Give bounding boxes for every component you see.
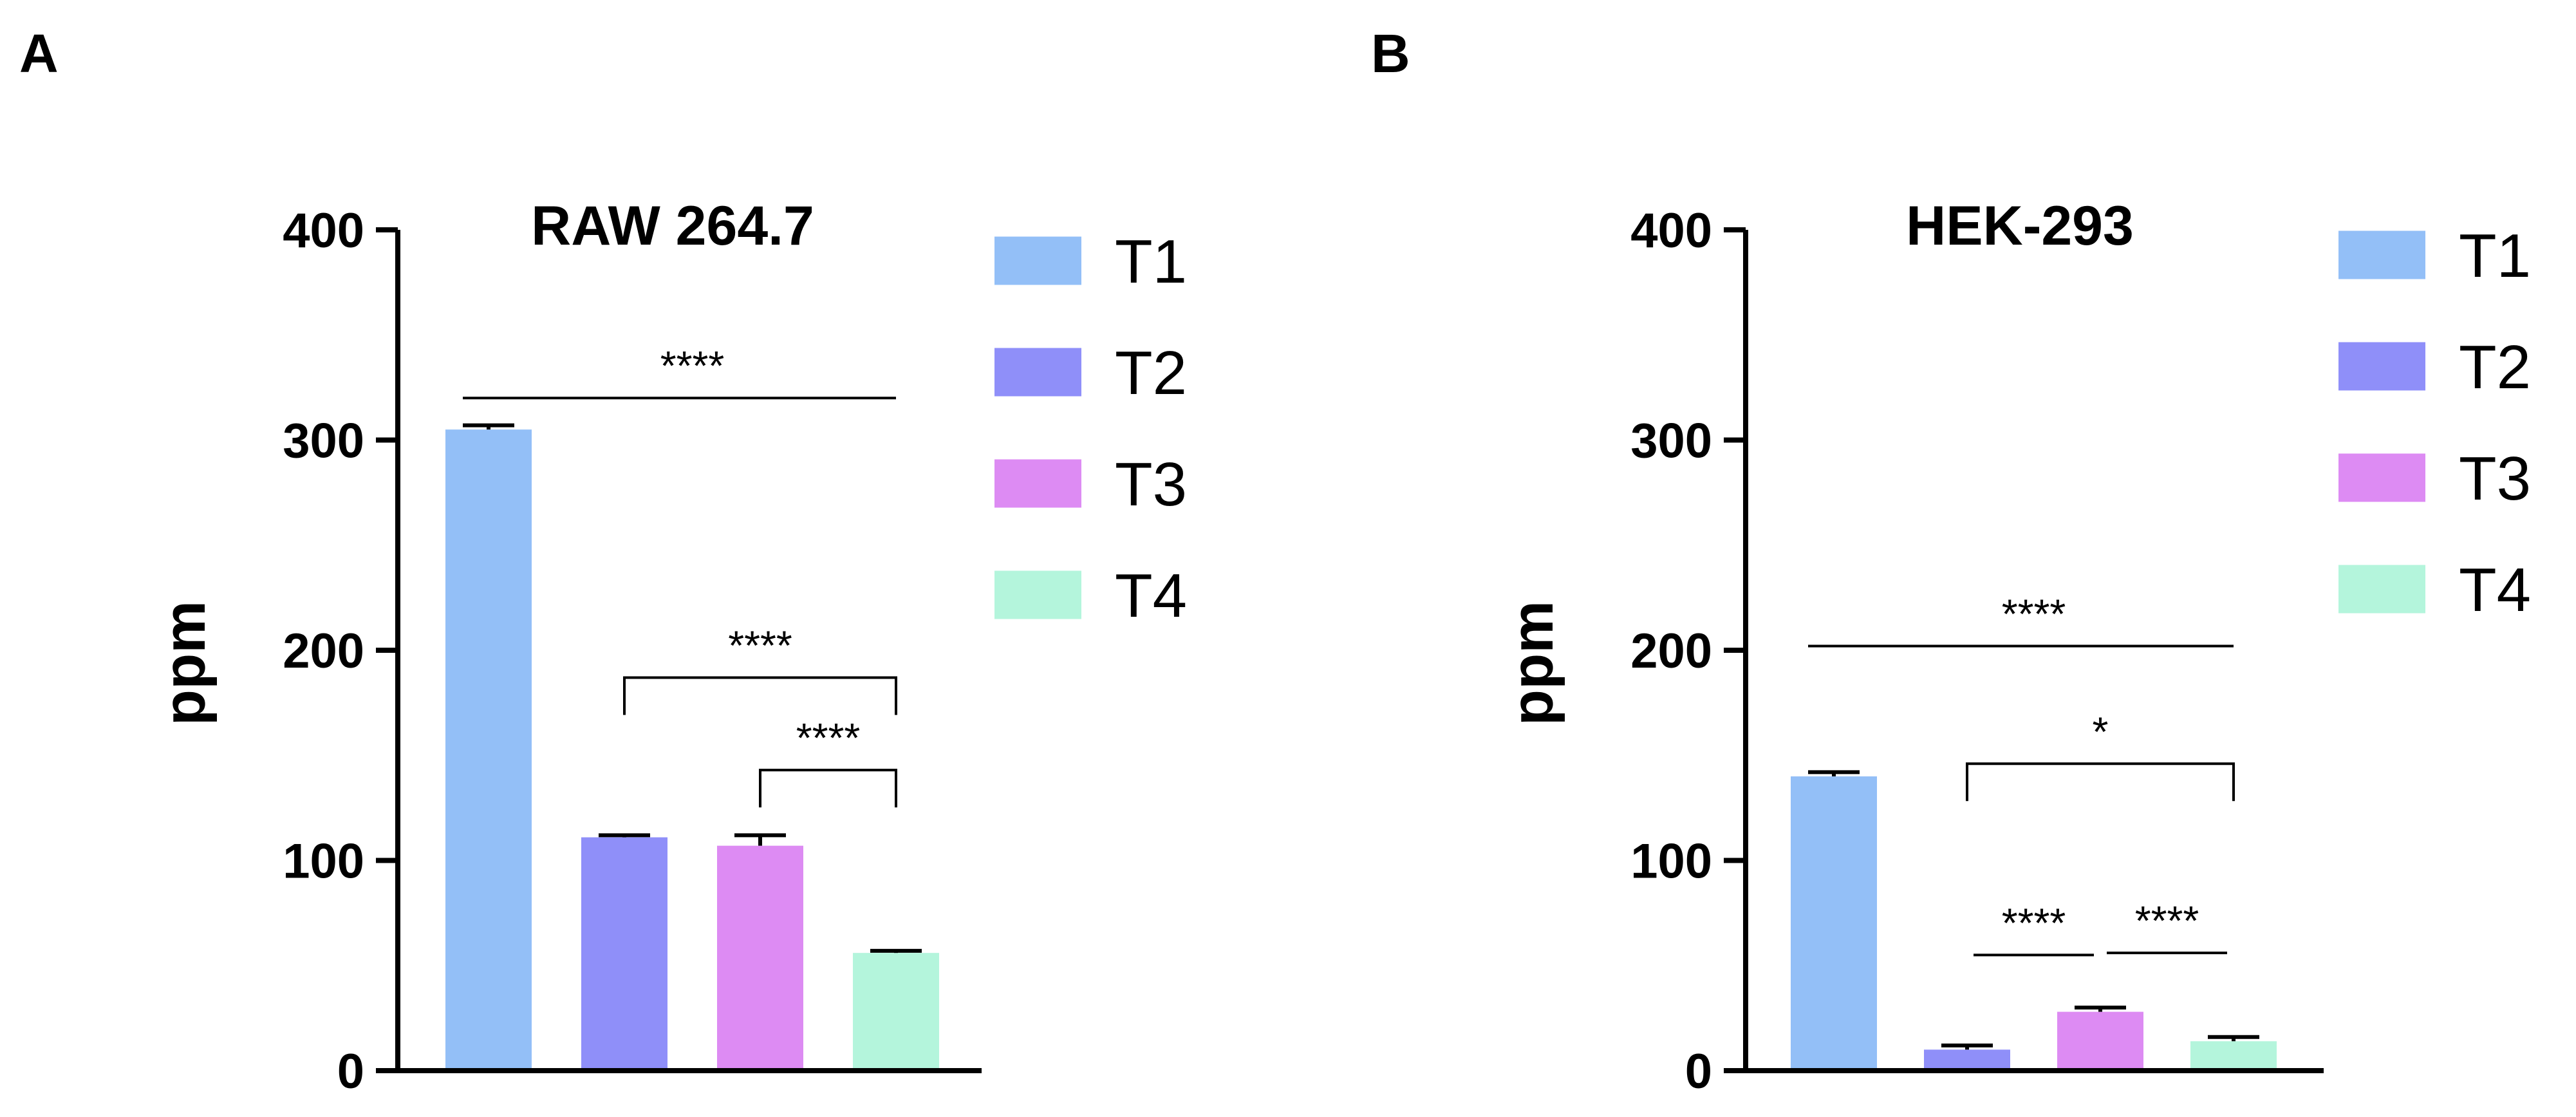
significance-bracket-1: [1966, 762, 2235, 802]
legend-label-t4: T4: [1115, 561, 1187, 630]
chart-raw-264-7: RAW 264.7 0 100 200 300 400 ppm **** **** **** T1 T…: [152, 195, 1187, 1099]
legend-swatch-t2: [994, 348, 1081, 397]
legend-swatch-t3: [994, 459, 1081, 508]
legend-label-t2: T2: [1115, 339, 1187, 408]
significance-label-3: ****: [2135, 897, 2199, 944]
bar-t2: [1924, 1049, 2010, 1071]
significance-label-1: *: [2093, 708, 2109, 755]
significance-label-0: ****: [2002, 590, 2066, 637]
legend-swatch-t3: [2338, 453, 2425, 502]
significance-label-1: ****: [728, 622, 792, 668]
legend-label-t3: T3: [1115, 450, 1187, 519]
chart-title: RAW 264.7: [531, 195, 814, 257]
bar-t2: [581, 837, 667, 1071]
significance-label-2: ****: [2002, 899, 2066, 946]
legend-label-t2: T2: [2459, 333, 2531, 402]
significance-bracket-2: [759, 769, 897, 808]
legend-swatch-t1: [994, 236, 1081, 285]
legend-label-t4: T4: [2459, 556, 2531, 624]
y-tick-label-100: 100: [283, 834, 364, 889]
y-tick-label-200: 200: [1630, 624, 1712, 679]
bar-t1: [1791, 776, 1877, 1071]
significance-bracket-1: [623, 676, 897, 715]
bar-t3: [2057, 1011, 2143, 1071]
bar-t4: [853, 953, 939, 1071]
legend-swatch-t4: [994, 570, 1081, 619]
legend-label-t3: T3: [2459, 444, 2531, 513]
y-tick-label-0: 0: [337, 1044, 364, 1099]
y-tick-label-400: 400: [283, 203, 364, 258]
bar-t1: [445, 429, 532, 1071]
panel-letter-a: A: [19, 23, 59, 84]
bar-t3: [717, 845, 803, 1071]
y-axis-label: ppm: [152, 601, 218, 726]
legend-swatch-t2: [2338, 342, 2425, 391]
y-axis-label: ppm: [1500, 601, 1565, 726]
y-tick-label-300: 300: [283, 414, 364, 469]
bar-t4: [2190, 1041, 2277, 1071]
y-tick-label-0: 0: [1685, 1044, 1712, 1099]
panel-letter-b: B: [1371, 23, 1410, 84]
significance-label-0: ****: [660, 343, 725, 389]
y-tick-label-400: 400: [1630, 203, 1712, 258]
significance-label-2: ****: [796, 715, 861, 761]
chart-title: HEK-293: [1906, 195, 2134, 257]
legend-label-t1: T1: [2459, 221, 2531, 290]
legend-swatch-t4: [2338, 565, 2425, 614]
y-tick-label-100: 100: [1630, 834, 1712, 889]
y-tick-label-300: 300: [1630, 414, 1712, 469]
y-tick-label-200: 200: [283, 624, 364, 679]
legend-label-t1: T1: [1115, 227, 1187, 296]
legend-swatch-t1: [2338, 230, 2425, 279]
